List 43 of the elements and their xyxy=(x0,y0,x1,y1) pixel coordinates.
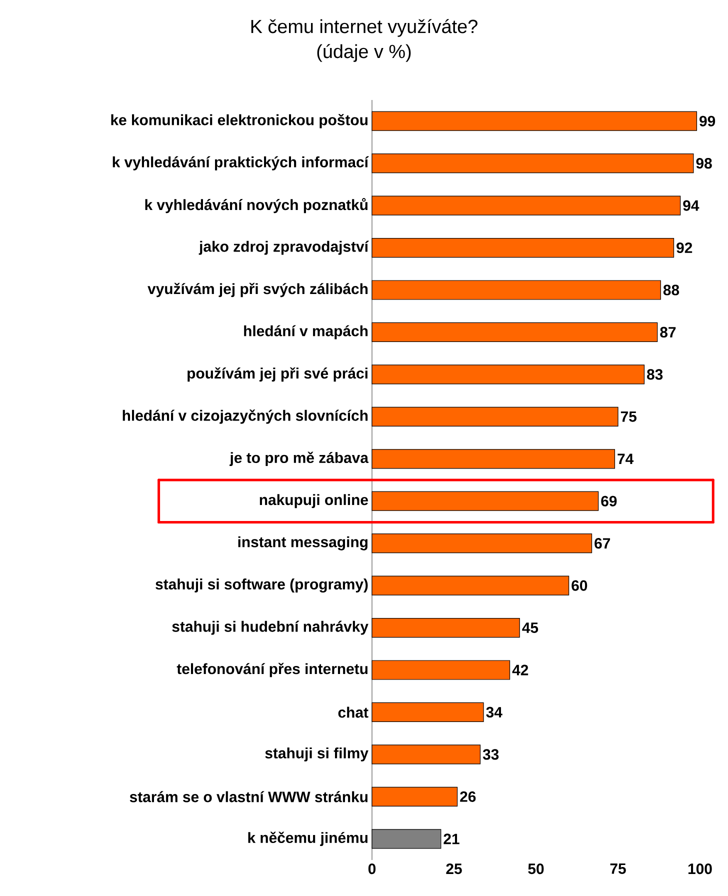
y-tick-label: jako zdroj zpravodajství xyxy=(198,240,369,255)
y-tick-label: využívám jej při svých zálibách xyxy=(148,282,368,298)
y-tick-label: stahuji si filmy xyxy=(265,747,368,762)
data-label: 69 xyxy=(601,496,617,506)
data-label: 87 xyxy=(660,326,676,338)
y-tick-label: používám jej při své práci xyxy=(188,367,368,382)
y-tick-label: stahuji si hudební nahrávky xyxy=(172,620,368,635)
y-tick-label: hledání v cizojazyčných slovnících xyxy=(122,410,368,424)
y-tick-label: stahuji si software (programy) xyxy=(156,578,368,593)
y-tick-label: ke komunikaci elektronickou poštou xyxy=(111,114,368,128)
data-label: 67 xyxy=(594,538,610,549)
x-tick-label: 25 xyxy=(446,864,462,874)
data-label: 88 xyxy=(663,284,680,296)
x-tick-label: 0 xyxy=(368,864,376,874)
y-tick-label: telefonování přes internetu xyxy=(176,662,368,678)
y-tick-label: hledání v mapách xyxy=(244,325,368,340)
data-label: 45 xyxy=(522,622,538,633)
data-label: 26 xyxy=(460,791,476,802)
y-tick-label: nakupuji online xyxy=(260,494,368,508)
chart-subtitle: (údaje v %) xyxy=(317,44,411,62)
x-tick-label: 100 xyxy=(688,864,712,874)
data-label: 92 xyxy=(676,242,692,254)
data-label: 98 xyxy=(696,158,712,169)
y-tick-label: k vyhledávání praktických informací xyxy=(112,156,369,170)
data-label: 75 xyxy=(620,411,636,422)
y-tick-label: chat xyxy=(338,706,368,718)
data-label: 33 xyxy=(482,749,499,760)
chart-title: K čemu internet využíváte? xyxy=(251,19,478,37)
y-tick-label: k něčemu jinému xyxy=(248,832,368,846)
data-label: 94 xyxy=(683,200,700,211)
data-label: 42 xyxy=(512,664,528,676)
data-label: 83 xyxy=(647,369,663,380)
data-label: 99 xyxy=(700,116,716,126)
x-tick-label: 50 xyxy=(528,864,544,874)
data-label: 74 xyxy=(618,454,634,464)
data-label: 34 xyxy=(486,706,502,718)
y-tick-label: starám se o vlastní WWW stránku xyxy=(130,791,368,802)
y-tick-label: je to pro mě zábava xyxy=(230,452,369,466)
y-tick-label: k vyhledávání nových poznatků xyxy=(145,198,368,214)
x-tick-label: 75 xyxy=(610,864,626,874)
data-label: 60 xyxy=(572,580,588,591)
data-label: 21 xyxy=(444,834,460,844)
y-tick-label: instant messaging xyxy=(238,536,368,550)
